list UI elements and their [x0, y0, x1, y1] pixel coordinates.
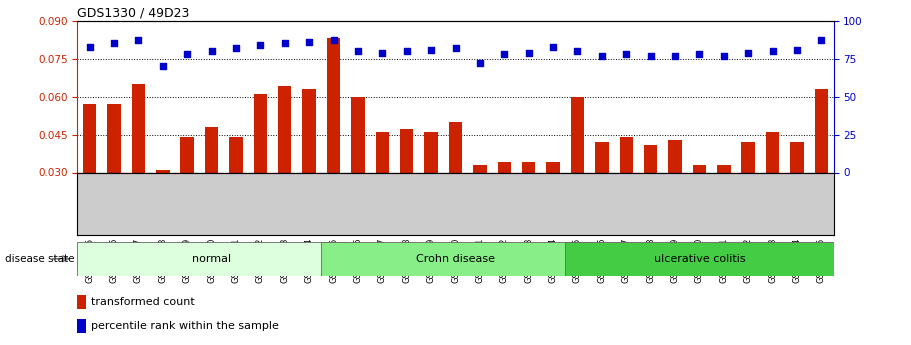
Bar [717, 165, 731, 248]
Point [765, 48, 780, 54]
Point [351, 48, 365, 54]
Bar [352, 97, 364, 248]
Point [643, 53, 658, 58]
Point [814, 38, 829, 43]
Point [229, 45, 243, 51]
Text: normal: normal [192, 254, 231, 264]
Bar [814, 89, 828, 248]
Text: percentile rank within the sample: percentile rank within the sample [91, 321, 279, 331]
Point [424, 47, 438, 52]
Point [131, 38, 146, 43]
Point [302, 39, 316, 45]
Bar [619, 137, 633, 248]
Point [619, 51, 633, 57]
Bar [400, 129, 414, 248]
Text: Crohn disease: Crohn disease [416, 254, 495, 264]
Point [253, 42, 268, 48]
Bar [302, 89, 316, 248]
Bar [425, 132, 438, 248]
Point [399, 48, 414, 54]
Bar [83, 104, 97, 248]
Text: disease state: disease state [5, 254, 74, 264]
Bar [77, 295, 86, 309]
Point [326, 38, 341, 43]
Point [179, 51, 194, 57]
Bar [180, 137, 194, 248]
Bar [644, 145, 658, 248]
Bar [547, 162, 559, 248]
Point [692, 51, 707, 57]
Bar [669, 140, 681, 248]
Point [278, 41, 292, 46]
Bar [253, 94, 267, 248]
Point [717, 53, 732, 58]
Point [204, 48, 219, 54]
Bar [132, 84, 145, 248]
Bar [327, 38, 340, 248]
Point [790, 47, 804, 52]
Point [497, 51, 512, 57]
Bar [205, 127, 219, 248]
Point [375, 50, 390, 55]
Bar [742, 142, 755, 248]
Bar [522, 162, 536, 248]
Bar [595, 142, 609, 248]
Text: ulcerative colitis: ulcerative colitis [653, 254, 745, 264]
Bar [156, 170, 169, 248]
Point [156, 63, 170, 69]
Bar [278, 87, 292, 248]
Text: GDS1330 / 49D23: GDS1330 / 49D23 [77, 7, 189, 20]
Bar [473, 165, 486, 248]
Point [570, 48, 585, 54]
Point [107, 41, 121, 46]
Point [473, 60, 487, 66]
Text: transformed count: transformed count [91, 297, 194, 307]
Point [595, 53, 609, 58]
Bar [77, 241, 346, 276]
Bar [692, 165, 706, 248]
Bar [790, 142, 804, 248]
Bar [107, 104, 121, 248]
Point [448, 45, 463, 51]
Bar [230, 137, 242, 248]
Point [82, 44, 97, 49]
Point [546, 44, 560, 49]
Bar [375, 132, 389, 248]
Bar [565, 241, 834, 276]
Bar [571, 97, 584, 248]
Bar [322, 241, 589, 276]
Point [521, 50, 536, 55]
Bar [449, 122, 462, 248]
Bar [766, 132, 779, 248]
Bar [77, 319, 86, 333]
Point [668, 53, 682, 58]
Bar [497, 162, 511, 248]
Point [741, 50, 755, 55]
